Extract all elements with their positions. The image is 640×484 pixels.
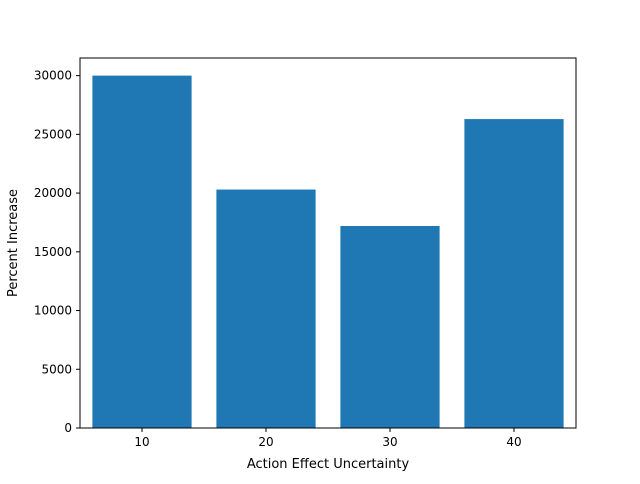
y-tick-label: 20000 (34, 186, 72, 200)
y-tick-label: 5000 (41, 362, 72, 376)
plot-frame (79, 57, 577, 429)
x-axis-label: Action Effect Uncertainty (247, 457, 410, 472)
bars-group (92, 75, 564, 428)
x-tick-label: 10 (134, 435, 149, 449)
y-axis-ticks: 0 5000 10000 15000 20000 25000 30000 (34, 69, 80, 435)
y-tick-label: 15000 (34, 245, 72, 259)
y-axis-label: Percent Increase (6, 189, 21, 297)
bar-20 (216, 189, 316, 428)
x-tick-label: 20 (258, 435, 273, 449)
x-axis-ticks: 10 20 30 40 (134, 428, 522, 449)
y-tick-label: 10000 (34, 304, 72, 318)
bar-40 (464, 119, 564, 428)
y-tick-label: 30000 (34, 69, 72, 83)
y-tick-label: 0 (64, 421, 72, 435)
bar-30 (340, 225, 440, 428)
y-tick-label: 25000 (34, 127, 72, 141)
x-tick-label: 40 (506, 435, 521, 449)
bar-10 (92, 75, 192, 428)
x-tick-label: 30 (382, 435, 397, 449)
